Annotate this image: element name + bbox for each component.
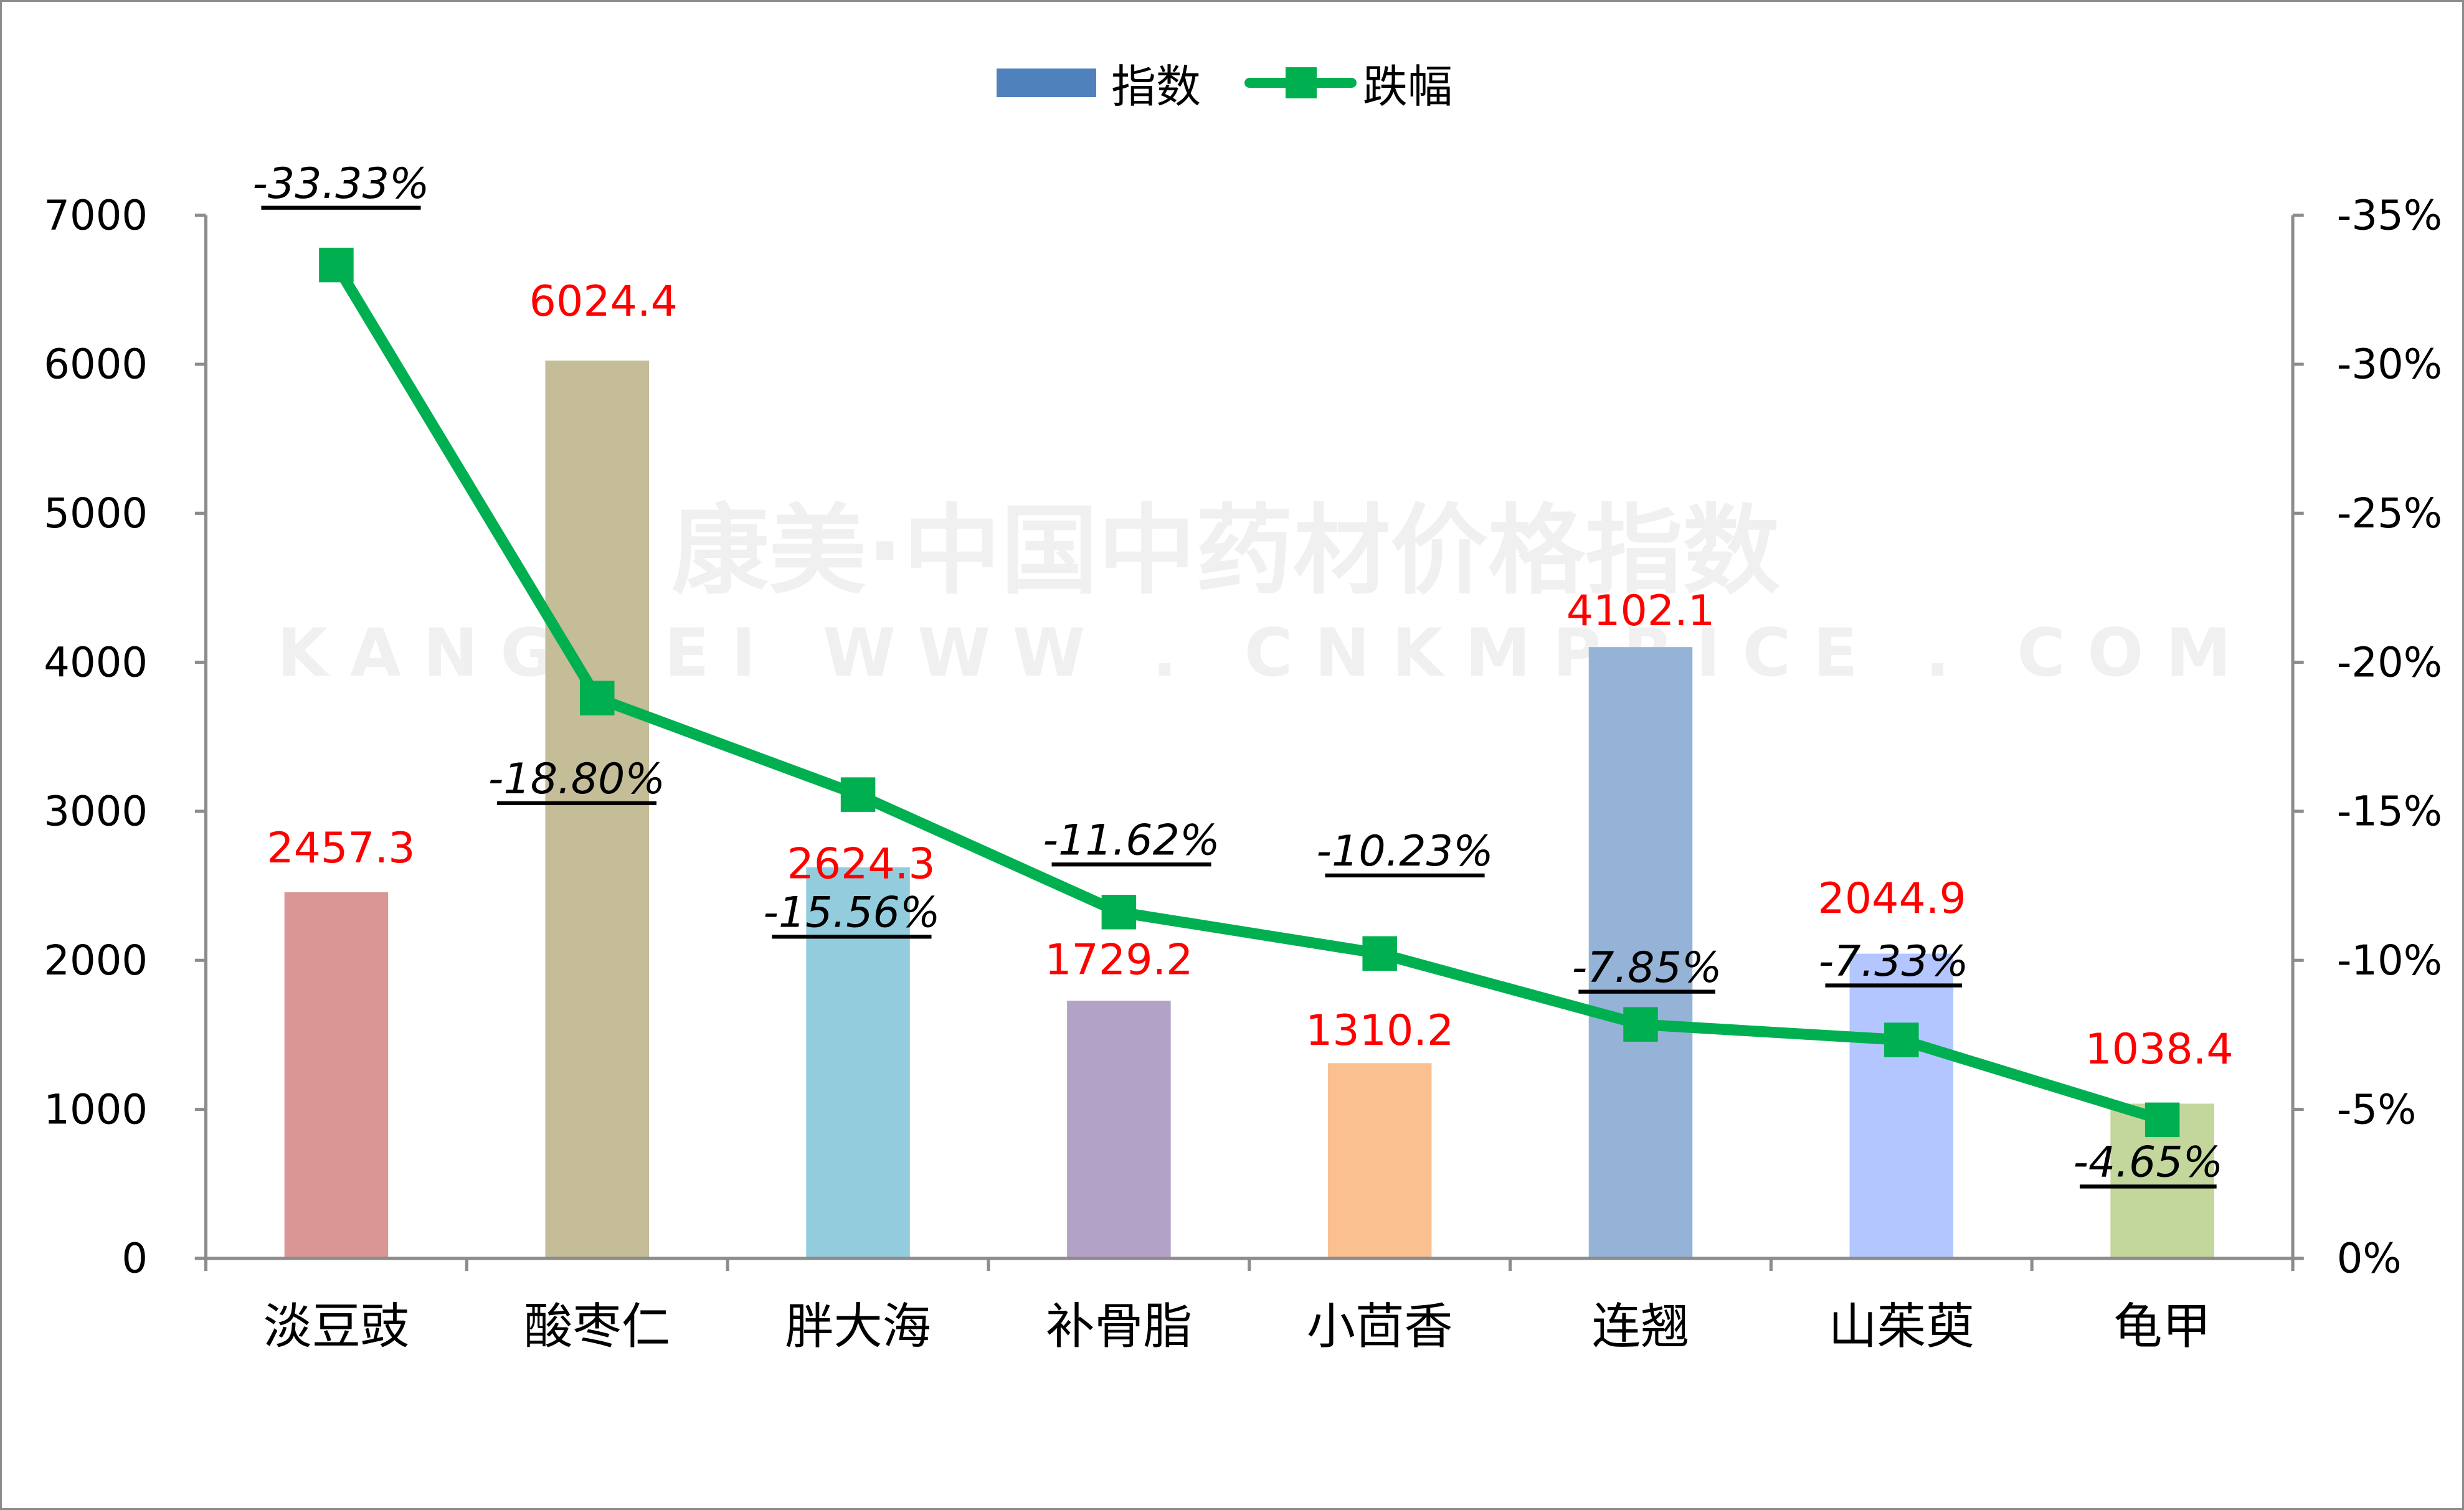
bar (284, 892, 389, 1258)
category-label: 淡豆豉 (263, 1298, 410, 1355)
label-underline (1325, 873, 1485, 878)
line-marker (840, 777, 876, 812)
decline-value-label: -7.33% (1819, 937, 1969, 986)
bar-value-label: 6024.4 (529, 277, 678, 326)
data-labels: 2457.3 6024.4 2624.3 1729.2 1310.2 4102.1 2044… (252, 159, 2234, 1189)
right-tick-label: -25% (2337, 490, 2442, 537)
right-tick-label: -5% (2337, 1086, 2417, 1133)
label-underline (496, 801, 656, 806)
bar-value-label: 2044.9 (1818, 874, 1966, 923)
line-marker (319, 247, 354, 283)
left-tick-label: 0 (121, 1235, 148, 1283)
bar-value-label: 1729.2 (1045, 935, 1193, 984)
left-tick-label: 1000 (44, 1086, 148, 1133)
right-tick-label: -30% (2337, 341, 2442, 389)
label-underline (1051, 862, 1211, 867)
left-tick-label: 6000 (44, 341, 148, 389)
legend-label-decline: 跌幅 (1363, 60, 1453, 113)
bar (1588, 647, 1693, 1258)
label-underline (1825, 983, 1962, 988)
legend-label-index: 指数 (1111, 60, 1201, 113)
decline-value-label: -4.65% (2073, 1138, 2223, 1187)
bar-series (284, 361, 2214, 1258)
left-tick-label: 4000 (44, 639, 148, 686)
right-tick-label: 0% (2337, 1235, 2402, 1283)
bar-value-label: 1038.4 (2085, 1025, 2233, 1074)
bar-value-label: 2624.3 (787, 839, 935, 889)
label-underline (261, 205, 421, 210)
right-tick-label: -15% (2337, 788, 2442, 836)
line-marker (579, 681, 615, 715)
category-label: 胖大海 (785, 1298, 931, 1355)
bar-value-label: 4102.1 (1566, 587, 1715, 636)
category-label: 补骨脂 (1046, 1298, 1192, 1355)
decline-value-label: -10.23% (1316, 827, 1493, 876)
decline-line (331, 262, 2164, 1125)
label-underline (1578, 989, 1715, 994)
decline-value-label: -18.80% (488, 755, 665, 804)
bar-value-label: 1310.2 (1305, 1006, 1454, 1055)
bar (1849, 953, 1954, 1258)
line-marker (1101, 894, 1137, 930)
category-label: 小茴香 (1307, 1298, 1453, 1355)
bar (806, 867, 910, 1258)
left-tick-label: 5000 (44, 490, 148, 537)
line-marker (2144, 1102, 2180, 1138)
legend-item-decline: 跌幅 (1244, 50, 1452, 115)
decline-value-label: -33.33% (252, 159, 429, 209)
line-marker (1884, 1022, 1919, 1057)
left-tick-label: 3000 (44, 788, 148, 836)
decline-value-label: -7.85% (1572, 943, 1722, 993)
right-tick-label: -35% (2337, 192, 2442, 239)
decline-value-label: -11.62% (1043, 816, 1220, 866)
label-underline (2080, 1184, 2217, 1189)
category-label: 龟甲 (2113, 1298, 2210, 1355)
line-marker (1362, 936, 1397, 971)
left-tick-label: 2000 (44, 937, 148, 984)
watermark-title: 康美·中国中药材价格指数 (671, 494, 1780, 608)
bar (1067, 1001, 1171, 1258)
line-series (319, 247, 2180, 1138)
left-tick-label: 7000 (44, 192, 148, 239)
category-label: 山茱萸 (1829, 1298, 1975, 1355)
bar-swatch-icon (997, 68, 1096, 97)
bar (545, 361, 649, 1258)
legend: 指数 跌幅 (997, 50, 1496, 115)
axes: 0 1000 2000 3000 4000 5000 6000 7000 0% -5% -10% -1… (44, 192, 2442, 1355)
bar-value-label: 2457.3 (267, 824, 415, 873)
line-marker-swatch-icon (1244, 64, 1357, 101)
category-label: 酸枣仁 (524, 1298, 670, 1355)
category-label: 连翘 (1592, 1298, 1689, 1355)
right-tick-label: -20% (2337, 639, 2442, 686)
bar (1327, 1063, 1432, 1258)
decline-value-label: -15.56% (763, 889, 940, 938)
legend-item-index: 指数 (997, 50, 1201, 115)
line-marker (1623, 1007, 1658, 1042)
right-tick-label: -10% (2337, 937, 2442, 984)
label-underline (772, 935, 932, 939)
